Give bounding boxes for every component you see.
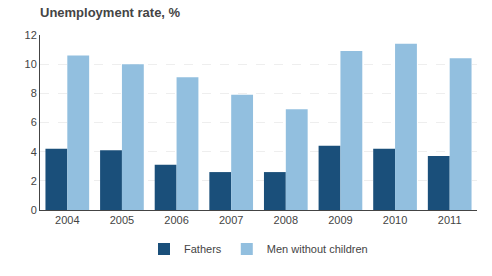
svg-text:2: 2 <box>31 175 37 187</box>
svg-text:4: 4 <box>31 146 37 158</box>
svg-text:2009: 2009 <box>328 214 352 226</box>
svg-text:0: 0 <box>31 204 37 216</box>
svg-text:10: 10 <box>25 58 37 70</box>
svg-text:Unemployment rate, %: Unemployment rate, % <box>40 5 181 20</box>
svg-text:Men without children: Men without children <box>267 243 368 255</box>
svg-text:12: 12 <box>25 29 37 41</box>
svg-text:2007: 2007 <box>219 214 243 226</box>
svg-text:2011: 2011 <box>438 214 462 226</box>
svg-text:2010: 2010 <box>383 214 407 226</box>
svg-text:2005: 2005 <box>110 214 134 226</box>
svg-text:6: 6 <box>31 116 37 128</box>
svg-text:Fathers: Fathers <box>184 243 222 255</box>
svg-text:2008: 2008 <box>274 214 298 226</box>
svg-text:2004: 2004 <box>55 214 79 226</box>
svg-text:8: 8 <box>31 87 37 99</box>
svg-text:2006: 2006 <box>164 214 188 226</box>
